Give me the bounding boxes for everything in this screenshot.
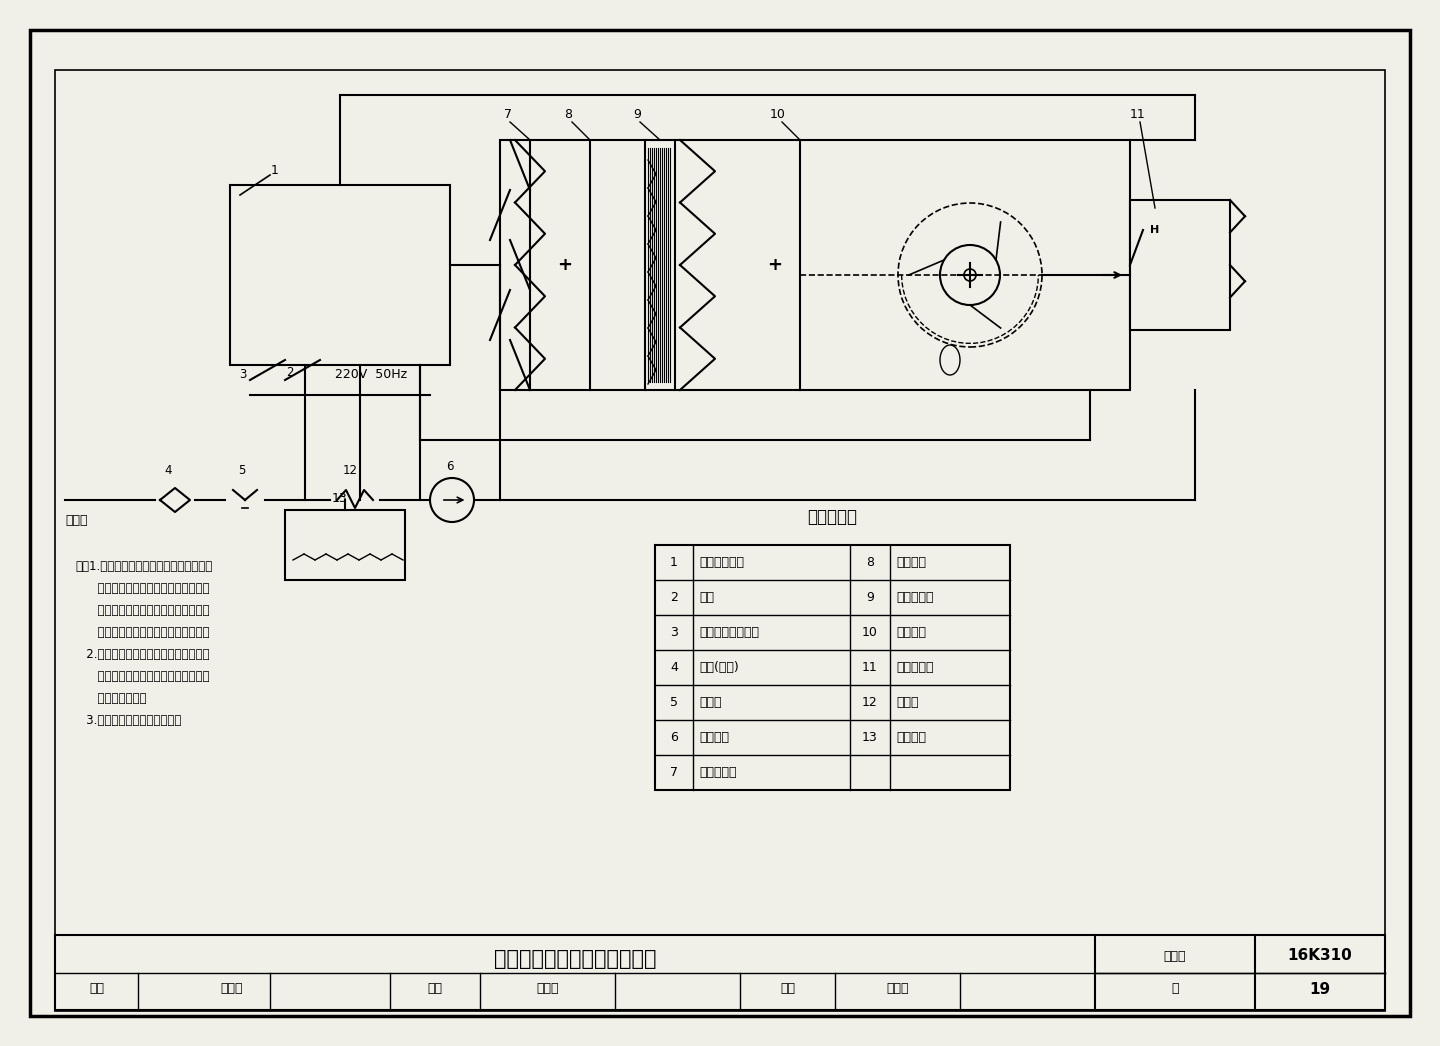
Text: H: H bbox=[1151, 225, 1159, 235]
Circle shape bbox=[963, 269, 976, 281]
Text: 湿度传感器检测到的信号关闭水泵，: 湿度传感器检测到的信号关闭水泵， bbox=[75, 582, 209, 595]
Text: 11: 11 bbox=[863, 661, 878, 674]
Text: 4: 4 bbox=[164, 463, 171, 477]
Text: 循环水泵: 循环水泵 bbox=[698, 731, 729, 744]
Text: 16K310: 16K310 bbox=[1287, 949, 1352, 963]
Text: 循环式湿膜加湿器控制原理图: 循环式湿膜加湿器控制原理图 bbox=[494, 949, 657, 969]
Text: 11: 11 bbox=[1130, 109, 1146, 121]
Text: 1: 1 bbox=[271, 163, 279, 177]
Text: 7: 7 bbox=[670, 766, 678, 779]
Text: 7: 7 bbox=[504, 109, 513, 121]
Text: 1: 1 bbox=[670, 556, 678, 569]
Text: 图集号: 图集号 bbox=[1164, 950, 1187, 962]
Bar bbox=[285, 510, 405, 579]
Text: 9: 9 bbox=[865, 591, 874, 604]
Text: 13: 13 bbox=[863, 731, 878, 744]
Text: 页: 页 bbox=[1171, 982, 1179, 996]
Bar bbox=[1130, 200, 1230, 329]
Text: 当送风湿度降低超出设定值时，根据: 当送风湿度降低超出设定值时，根据 bbox=[75, 604, 209, 617]
Text: 浮球阀: 浮球阀 bbox=[896, 696, 919, 709]
Text: 9: 9 bbox=[634, 109, 641, 121]
Bar bbox=[55, 70, 1385, 1011]
Text: 加热盘管: 加热盘管 bbox=[896, 556, 926, 569]
Text: 闸阀(常开): 闸阀(常开) bbox=[698, 661, 739, 674]
Text: 湿膜加湿器: 湿膜加湿器 bbox=[896, 591, 933, 604]
Text: 3: 3 bbox=[670, 626, 678, 639]
Text: 注：1.当送风湿度升高超过设定值时，根据: 注：1.当送风湿度升高超过设定值时，根据 bbox=[75, 560, 212, 573]
Text: 220V  50Hz: 220V 50Hz bbox=[336, 368, 408, 382]
Text: 当空调机组停止工作时，加湿器循环: 当空调机组停止工作时，加湿器循环 bbox=[75, 670, 209, 683]
Text: 徐立平: 徐立平 bbox=[220, 982, 243, 996]
Text: 2.当需要加湿时，电控开启循环水泵。: 2.当需要加湿时，电控开启循环水泵。 bbox=[75, 649, 209, 661]
Bar bbox=[230, 185, 449, 365]
Text: 校对: 校对 bbox=[428, 982, 442, 996]
Text: 张亚娟: 张亚娟 bbox=[886, 982, 909, 996]
Text: 12: 12 bbox=[343, 463, 357, 477]
Text: 10: 10 bbox=[770, 109, 786, 121]
Text: 湿度控制器: 湿度控制器 bbox=[896, 661, 933, 674]
Text: 湿度传感器检测到的信号打开水泵。: 湿度传感器检测到的信号打开水泵。 bbox=[75, 626, 209, 639]
Text: 给水管: 给水管 bbox=[65, 514, 88, 526]
Text: 12: 12 bbox=[863, 696, 878, 709]
Text: 刘海滨: 刘海滨 bbox=[536, 982, 559, 996]
Text: 过滤器: 过滤器 bbox=[698, 696, 721, 709]
Text: 空气过滤器: 空气过滤器 bbox=[698, 766, 736, 779]
Text: 10: 10 bbox=[863, 626, 878, 639]
Text: 6: 6 bbox=[446, 460, 454, 474]
Text: 审核: 审核 bbox=[89, 982, 104, 996]
Text: 3: 3 bbox=[239, 368, 246, 382]
Text: 13: 13 bbox=[333, 492, 348, 504]
Text: 循环水箱: 循环水箱 bbox=[896, 731, 926, 744]
Text: +: + bbox=[557, 256, 573, 274]
Text: 5: 5 bbox=[238, 463, 246, 477]
Bar bbox=[655, 545, 1009, 790]
Circle shape bbox=[431, 478, 474, 522]
Text: 8: 8 bbox=[564, 109, 572, 121]
Text: 4: 4 bbox=[670, 661, 678, 674]
Bar bbox=[1143, 218, 1166, 242]
Text: 接空调机组控制箱: 接空调机组控制箱 bbox=[698, 626, 759, 639]
Text: 3.浮球阀控制循环水箱水位。: 3.浮球阀控制循环水箱水位。 bbox=[75, 714, 181, 727]
Text: 19: 19 bbox=[1309, 981, 1331, 997]
Text: 加湿器控制器: 加湿器控制器 bbox=[698, 556, 744, 569]
Bar bbox=[55, 935, 1385, 1010]
Text: 2: 2 bbox=[287, 366, 294, 380]
Text: 水泵联锁关闭。: 水泵联锁关闭。 bbox=[75, 692, 147, 705]
Text: 电源: 电源 bbox=[698, 591, 714, 604]
Text: 再热盘管: 再热盘管 bbox=[896, 626, 926, 639]
Text: +: + bbox=[768, 256, 782, 274]
Text: 8: 8 bbox=[865, 556, 874, 569]
Text: 6: 6 bbox=[670, 731, 678, 744]
Text: 2: 2 bbox=[670, 591, 678, 604]
Text: 主要附件表: 主要附件表 bbox=[808, 508, 857, 526]
Text: 5: 5 bbox=[670, 696, 678, 709]
Bar bbox=[500, 140, 1130, 390]
Text: 设计: 设计 bbox=[780, 982, 795, 996]
